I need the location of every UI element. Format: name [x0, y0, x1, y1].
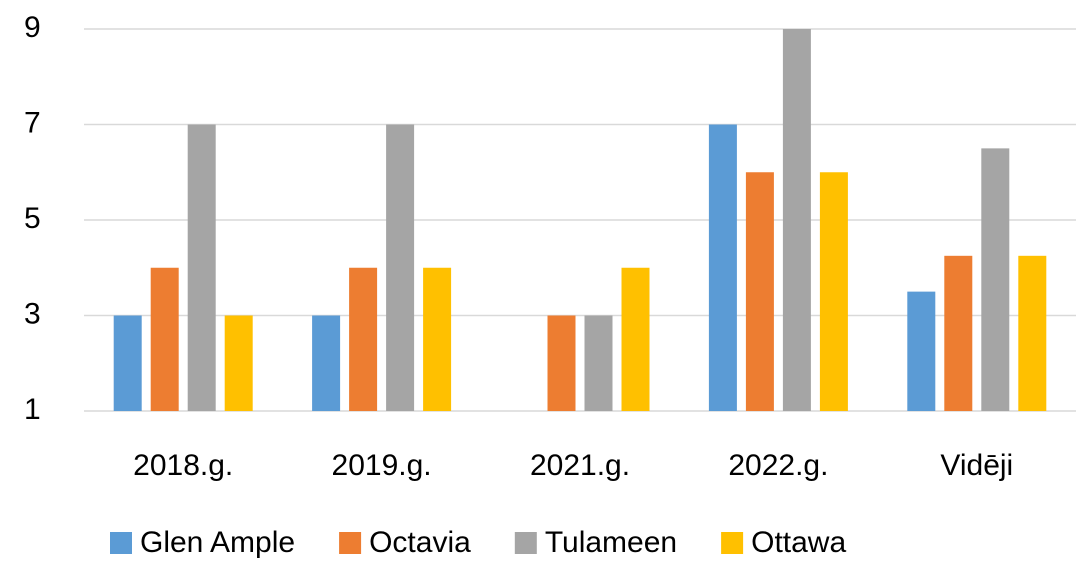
x-tick-label: 2022.g.	[728, 449, 828, 482]
bar	[386, 124, 415, 411]
bar	[944, 255, 973, 411]
bar	[349, 267, 378, 411]
y-tick-label: 7	[24, 106, 41, 139]
legend-label: Ottawa	[751, 526, 846, 559]
legend-swatch	[110, 532, 132, 554]
legend-swatch	[339, 532, 362, 554]
legend-label: Glen Ample	[140, 526, 295, 559]
x-tick-label: 2018.g.	[133, 449, 233, 482]
bar	[584, 315, 613, 411]
x-tick-label: 2021.g.	[530, 449, 630, 482]
bar	[782, 29, 811, 411]
bar	[1018, 255, 1047, 411]
legend-swatch	[721, 532, 744, 554]
bar	[187, 124, 216, 411]
y-tick-label: 5	[24, 202, 41, 235]
legend-label: Octavia	[369, 526, 471, 559]
bar	[819, 172, 848, 411]
bar	[312, 315, 341, 411]
bar	[150, 267, 179, 411]
bar	[981, 148, 1010, 411]
bar	[547, 315, 576, 411]
bar	[745, 172, 774, 411]
y-tick-label: 3	[24, 297, 41, 330]
x-tick-label: Vidēji	[940, 449, 1013, 482]
bar	[423, 267, 452, 411]
bar	[708, 124, 737, 411]
x-tick-label: 2019.g.	[332, 449, 432, 482]
bar	[224, 315, 253, 411]
legend-label: Tulameen	[545, 526, 677, 559]
bar	[621, 267, 650, 411]
legend-swatch	[514, 532, 537, 554]
bar	[113, 315, 142, 411]
bar	[907, 291, 936, 411]
y-tick-label: 9	[24, 11, 41, 44]
y-tick-label: 1	[24, 393, 41, 426]
